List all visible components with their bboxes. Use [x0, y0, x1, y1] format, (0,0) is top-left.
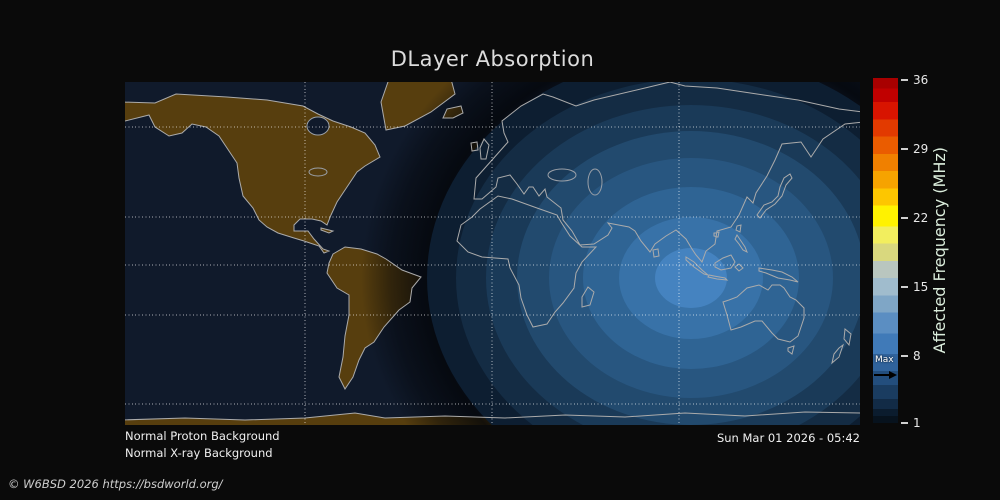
- hudson-bay-outline: [306, 116, 330, 136]
- xray-background-status: Normal X-ray Background: [125, 446, 273, 460]
- absorption-ring-1: [655, 248, 727, 308]
- colorbar-axis-label-wrap: Affected Frequency (MHz): [922, 78, 956, 423]
- absorption-rings: [427, 82, 860, 425]
- max-marker-label: Max: [875, 355, 894, 365]
- copyright-notice: © W6BSD 2026 https://bsdworld.org/: [8, 477, 223, 491]
- colorbar-tick: 29: [901, 142, 929, 156]
- tick-mark: [901, 286, 908, 288]
- proton-background-status: Normal Proton Background: [125, 429, 280, 443]
- black-sea-outline: [547, 168, 577, 182]
- tick-mark: [901, 79, 908, 81]
- graticule: [125, 82, 860, 425]
- tick-label: 29: [913, 142, 929, 156]
- tick-label: 8: [913, 349, 921, 363]
- max-arrow-icon: [874, 371, 897, 379]
- max-frequency-marker: Max: [873, 355, 898, 384]
- tick-label: 1: [913, 416, 921, 430]
- colorbar-axis-label: Affected Frequency (MHz): [929, 147, 949, 354]
- map-timestamp: Sun Mar 01 2026 - 05:42: [716, 431, 860, 445]
- colorbar-tick: 22: [901, 211, 929, 225]
- tick-mark: [901, 355, 908, 357]
- great-lakes-outline: [308, 167, 328, 177]
- tick-mark: [901, 217, 908, 219]
- colorbar-tick: 36: [901, 73, 929, 87]
- tick-label: 36: [913, 73, 929, 87]
- hudson-bay: [307, 117, 329, 135]
- tick-label: 15: [913, 280, 929, 294]
- map-canvas: [125, 82, 860, 425]
- colorbar-tick: 1: [901, 416, 921, 430]
- tick-mark: [901, 148, 908, 150]
- tick-mark: [901, 422, 908, 424]
- coastlines: [125, 82, 860, 425]
- caspian-sea-outline: [587, 168, 603, 196]
- colorbar-gradient: [873, 78, 898, 423]
- tick-label: 22: [913, 211, 929, 225]
- world-absorption-map: [125, 82, 860, 425]
- chart-title: DLayer Absorption: [390, 47, 595, 71]
- colorbar-tick: 8: [901, 349, 921, 363]
- background-status: Normal Proton Background Normal X-ray Ba…: [125, 428, 280, 462]
- colorbar-ticks: 36 29 22 15 8 1: [901, 73, 941, 430]
- colorbar-tick: 15: [901, 280, 929, 294]
